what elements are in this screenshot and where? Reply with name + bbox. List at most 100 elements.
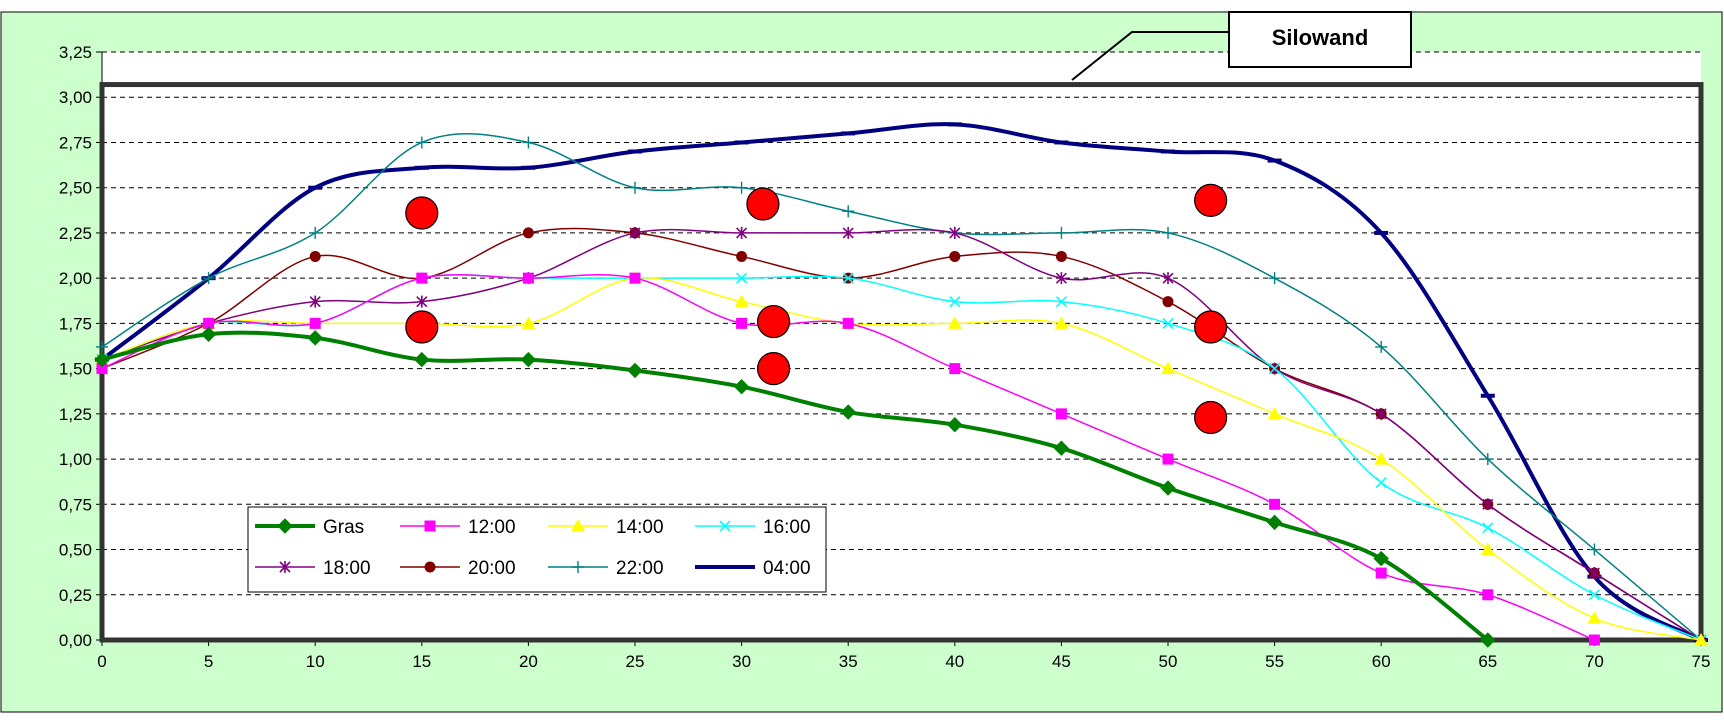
x-tick-label: 35: [839, 652, 858, 671]
data-point-marker: [416, 295, 428, 308]
red-measurement-marker: [405, 310, 439, 344]
data-point-marker: [309, 295, 321, 308]
series-line: [101, 228, 1702, 641]
data-point-marker: [1375, 567, 1387, 579]
data-point-marker: [1482, 589, 1494, 601]
legend-item: 16:00: [695, 517, 811, 538]
data-point-marker: [415, 136, 428, 149]
data-point-marker: [522, 227, 534, 239]
data-point-marker: [1588, 567, 1600, 580]
data-point-marker: [735, 181, 748, 194]
data-point-marker: [1694, 632, 1708, 646]
data-point-marker: [279, 561, 291, 573]
x-tick-label: 25: [626, 652, 645, 671]
data-point-marker: [424, 561, 436, 573]
data-point-marker: [733, 379, 750, 395]
data-point-marker: [200, 326, 217, 342]
x-tick-label: 45: [1052, 652, 1071, 671]
data-point-marker: [627, 362, 643, 379]
legend-item: 04:00: [695, 558, 811, 579]
x-tick-label: 5: [204, 652, 213, 671]
data-point-marker: [309, 250, 321, 262]
data-point-marker: [1269, 498, 1281, 510]
callout-leader-line: [1071, 31, 1229, 81]
y-tick-label: 0,25: [59, 586, 92, 605]
data-point-marker: [1482, 498, 1494, 511]
data-point-marker: [1375, 477, 1387, 489]
data-point-marker: [1588, 543, 1601, 556]
data-point-marker: [949, 250, 961, 262]
legend-item: Gras: [255, 517, 364, 538]
x-tick-label: 20: [519, 652, 538, 671]
red-measurement-marker: [1194, 400, 1228, 435]
y-tick-label: 2,00: [59, 269, 92, 288]
callout-label: Silowand: [1272, 25, 1369, 50]
data-point-marker: [414, 351, 430, 368]
data-point-marker: [947, 316, 962, 329]
data-point-marker: [520, 351, 537, 368]
callout-box: [1228, 11, 1412, 68]
legend-item: 14:00: [548, 517, 664, 538]
x-tick-label: 60: [1372, 652, 1391, 671]
x-tick-label: 10: [306, 652, 325, 671]
x-tick-label: 75: [1692, 652, 1711, 671]
data-point-marker: [947, 416, 963, 433]
data-point-marker: [1162, 453, 1174, 465]
data-point-marker: [94, 351, 110, 368]
x-tick-label: 15: [412, 652, 431, 671]
data-point-marker: [571, 518, 585, 532]
data-point-marker: [1162, 272, 1174, 285]
data-point-marker: [842, 226, 854, 239]
legend-label: 14:00: [616, 517, 664, 538]
data-point-marker: [522, 136, 535, 149]
data-point-marker: [1267, 406, 1282, 420]
legend-item: 12:00: [400, 517, 516, 538]
data-point-marker: [1588, 634, 1600, 646]
x-tick-label: 40: [945, 652, 964, 671]
data-point-marker: [1055, 296, 1067, 308]
x-tick-label: 50: [1159, 652, 1178, 671]
data-point-marker: [629, 226, 641, 239]
data-point-marker: [736, 272, 748, 284]
y-tick-label: 3,00: [59, 88, 92, 107]
data-point-marker: [1373, 550, 1389, 567]
y-tick-label: 2,50: [59, 179, 92, 198]
series-line: [101, 133, 1702, 641]
data-point-marker: [1162, 317, 1174, 329]
legend: Gras 12:00 14:00 16:00 18:00 20:00 22:00 04:00: [247, 506, 827, 593]
data-point-marker: [1161, 361, 1175, 375]
y-tick-label: 3,25: [59, 43, 92, 62]
legend-label: 20:00: [468, 558, 516, 579]
data-point-marker: [842, 317, 854, 329]
y-tick-label: 0,00: [59, 631, 92, 650]
data-point-marker: [734, 294, 749, 308]
data-point-marker: [1481, 453, 1494, 466]
data-point-marker: [424, 520, 436, 532]
data-point-marker: [1375, 407, 1387, 420]
legend-label: 04:00: [763, 558, 811, 579]
legend-item: 20:00: [400, 558, 516, 579]
data-point-marker: [522, 272, 534, 284]
x-tick-label: 55: [1265, 652, 1284, 671]
x-tick-label: 70: [1585, 652, 1604, 671]
data-point-marker: [719, 520, 731, 532]
series-line: [100, 122, 1703, 642]
data-point-marker: [1055, 250, 1067, 262]
data-point-marker: [629, 181, 641, 194]
data-point-marker: [202, 272, 215, 285]
x-tick-label: 65: [1478, 652, 1497, 671]
data-point-marker: [949, 296, 961, 308]
red-measurement-marker: [756, 304, 791, 339]
data-point-marker: [1480, 632, 1496, 648]
data-point-marker: [416, 272, 428, 284]
data-point-marker: [842, 205, 855, 218]
data-point-marker: [96, 340, 108, 353]
data-point-marker: [1482, 522, 1494, 534]
legend-item: 18:00: [255, 558, 371, 579]
series-1400: [95, 271, 1708, 646]
data-point-marker: [1054, 316, 1069, 329]
y-tick-label: 2,75: [59, 133, 92, 152]
y-tick-label: 1,00: [59, 450, 92, 469]
data-point-marker: [1375, 340, 1388, 353]
